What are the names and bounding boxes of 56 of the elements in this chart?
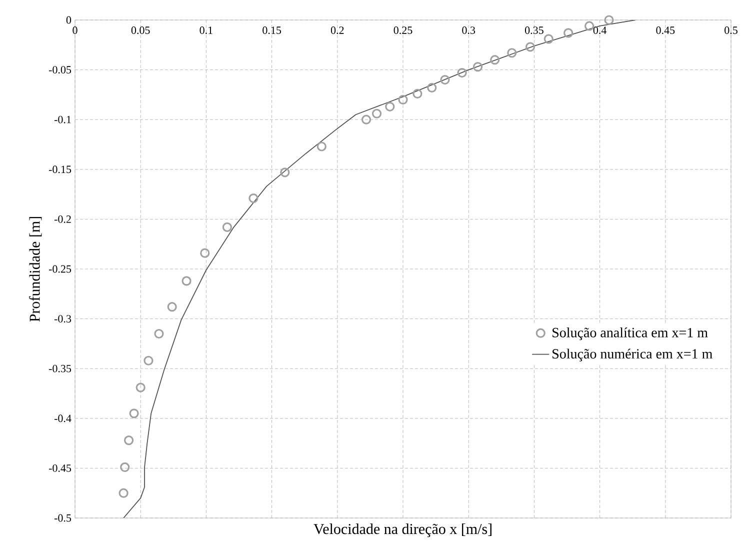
y-tick-label: -0.35	[48, 364, 72, 372]
point	[167, 302, 177, 312]
point	[154, 328, 164, 339]
legend-label: Solução analítica em x=1 m	[552, 327, 708, 340]
x-tick-label: 0.5	[724, 26, 738, 34]
y-tick-label: -0.15	[48, 166, 72, 174]
y-tick-label: -0.05	[48, 66, 72, 74]
x-tick-label: 0.25	[394, 26, 412, 34]
y-tick-label: -0.1	[54, 116, 71, 124]
point	[316, 142, 326, 152]
point	[118, 488, 128, 498]
y-tick-label: -0.45	[48, 464, 72, 472]
point	[412, 88, 422, 99]
point	[129, 408, 139, 418]
y-tick-label: -0.3	[54, 315, 72, 323]
point	[427, 82, 437, 93]
point	[361, 114, 372, 124]
x-axis-title: Velocidade na direção x [m/s]	[314, 524, 492, 538]
point	[280, 168, 290, 178]
y-tick-label: 0	[66, 16, 72, 24]
point	[584, 21, 594, 31]
point	[248, 193, 258, 204]
point	[372, 108, 382, 118]
x-tick-label: 0.45	[656, 26, 675, 34]
point	[604, 15, 614, 25]
x-tick-label: 0.35	[525, 26, 544, 34]
point	[525, 42, 536, 52]
point	[564, 28, 574, 38]
point	[385, 102, 395, 112]
point	[544, 34, 554, 44]
x-tick-label: 0.05	[131, 26, 150, 34]
point	[124, 436, 134, 446]
point	[457, 68, 467, 78]
x-tick-label: 0.4	[593, 26, 607, 34]
x-tick-label: 0.15	[262, 26, 281, 34]
point	[472, 62, 483, 72]
y-axis-title: Profundidade [m]	[29, 217, 42, 322]
point	[222, 222, 232, 232]
y-tick-label: -0.25	[48, 265, 72, 273]
y-tick-label: -0.4	[54, 414, 72, 422]
x-tick-label: 0.3	[462, 26, 476, 34]
point	[136, 382, 146, 392]
point	[182, 276, 192, 286]
point	[507, 48, 517, 58]
point	[144, 356, 154, 366]
point	[490, 55, 500, 65]
legend-label: Solução numérica em x=1 m	[552, 348, 712, 362]
point	[398, 94, 408, 104]
x-tick-label: 0	[72, 26, 78, 34]
point	[200, 248, 210, 258]
x-tick-label: 0.1	[200, 26, 212, 34]
y-tick-label: -0.5	[54, 514, 72, 522]
point	[440, 74, 450, 85]
x-tick-label: 0.2	[330, 26, 344, 34]
point	[120, 462, 130, 472]
y-tick-label: -0.2	[54, 215, 71, 223]
